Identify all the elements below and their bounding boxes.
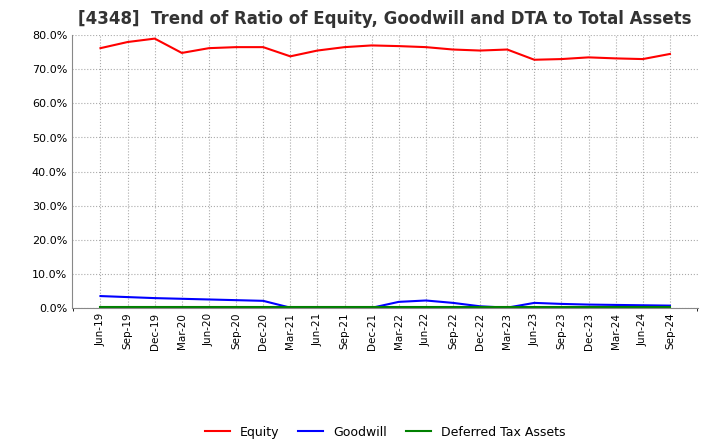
- Deferred Tax Assets: [530, 304, 539, 310]
- Equity: [367, 43, 376, 48]
- Deferred Tax Assets: [96, 304, 105, 310]
- Deferred Tax Assets: [503, 304, 511, 310]
- Equity: [503, 47, 511, 52]
- Goodwill: [395, 299, 403, 304]
- Equity: [639, 56, 647, 62]
- Goodwill: [476, 304, 485, 309]
- Goodwill: [665, 303, 674, 308]
- Goodwill: [557, 301, 566, 307]
- Equity: [259, 44, 268, 50]
- Goodwill: [367, 305, 376, 311]
- Equity: [178, 50, 186, 55]
- Equity: [313, 48, 322, 53]
- Goodwill: [421, 298, 430, 303]
- Deferred Tax Assets: [341, 304, 349, 310]
- Deferred Tax Assets: [665, 304, 674, 310]
- Equity: [611, 56, 620, 61]
- Goodwill: [259, 298, 268, 304]
- Deferred Tax Assets: [178, 304, 186, 310]
- Goodwill: [96, 293, 105, 299]
- Equity: [123, 39, 132, 44]
- Deferred Tax Assets: [232, 304, 240, 310]
- Equity: [449, 47, 457, 52]
- Deferred Tax Assets: [150, 304, 159, 310]
- Deferred Tax Assets: [611, 304, 620, 310]
- Goodwill: [204, 297, 213, 302]
- Deferred Tax Assets: [259, 304, 268, 310]
- Goodwill: [313, 305, 322, 310]
- Goodwill: [584, 302, 593, 307]
- Deferred Tax Assets: [421, 304, 430, 310]
- Equity: [476, 48, 485, 53]
- Deferred Tax Assets: [476, 304, 485, 310]
- Goodwill: [611, 302, 620, 308]
- Goodwill: [530, 300, 539, 305]
- Deferred Tax Assets: [313, 304, 322, 310]
- Equity: [665, 51, 674, 57]
- Deferred Tax Assets: [395, 304, 403, 310]
- Equity: [421, 44, 430, 50]
- Deferred Tax Assets: [557, 304, 566, 310]
- Deferred Tax Assets: [639, 304, 647, 310]
- Equity: [341, 44, 349, 50]
- Equity: [96, 45, 105, 51]
- Equity: [530, 57, 539, 62]
- Deferred Tax Assets: [204, 304, 213, 310]
- Goodwill: [341, 305, 349, 311]
- Goodwill: [178, 296, 186, 301]
- Goodwill: [503, 305, 511, 310]
- Line: Goodwill: Goodwill: [101, 296, 670, 308]
- Equity: [150, 36, 159, 41]
- Goodwill: [232, 297, 240, 303]
- Legend: Equity, Goodwill, Deferred Tax Assets: Equity, Goodwill, Deferred Tax Assets: [200, 421, 570, 440]
- Deferred Tax Assets: [584, 304, 593, 310]
- Equity: [557, 56, 566, 62]
- Goodwill: [449, 300, 457, 305]
- Deferred Tax Assets: [123, 304, 132, 310]
- Deferred Tax Assets: [286, 304, 294, 310]
- Goodwill: [639, 303, 647, 308]
- Line: Equity: Equity: [101, 39, 670, 60]
- Goodwill: [150, 296, 159, 301]
- Equity: [395, 44, 403, 49]
- Goodwill: [123, 294, 132, 300]
- Deferred Tax Assets: [367, 304, 376, 310]
- Deferred Tax Assets: [449, 304, 457, 310]
- Equity: [286, 54, 294, 59]
- Equity: [232, 44, 240, 50]
- Equity: [584, 55, 593, 60]
- Title: [4348]  Trend of Ratio of Equity, Goodwill and DTA to Total Assets: [4348] Trend of Ratio of Equity, Goodwil…: [78, 10, 692, 28]
- Goodwill: [286, 305, 294, 310]
- Equity: [204, 45, 213, 51]
